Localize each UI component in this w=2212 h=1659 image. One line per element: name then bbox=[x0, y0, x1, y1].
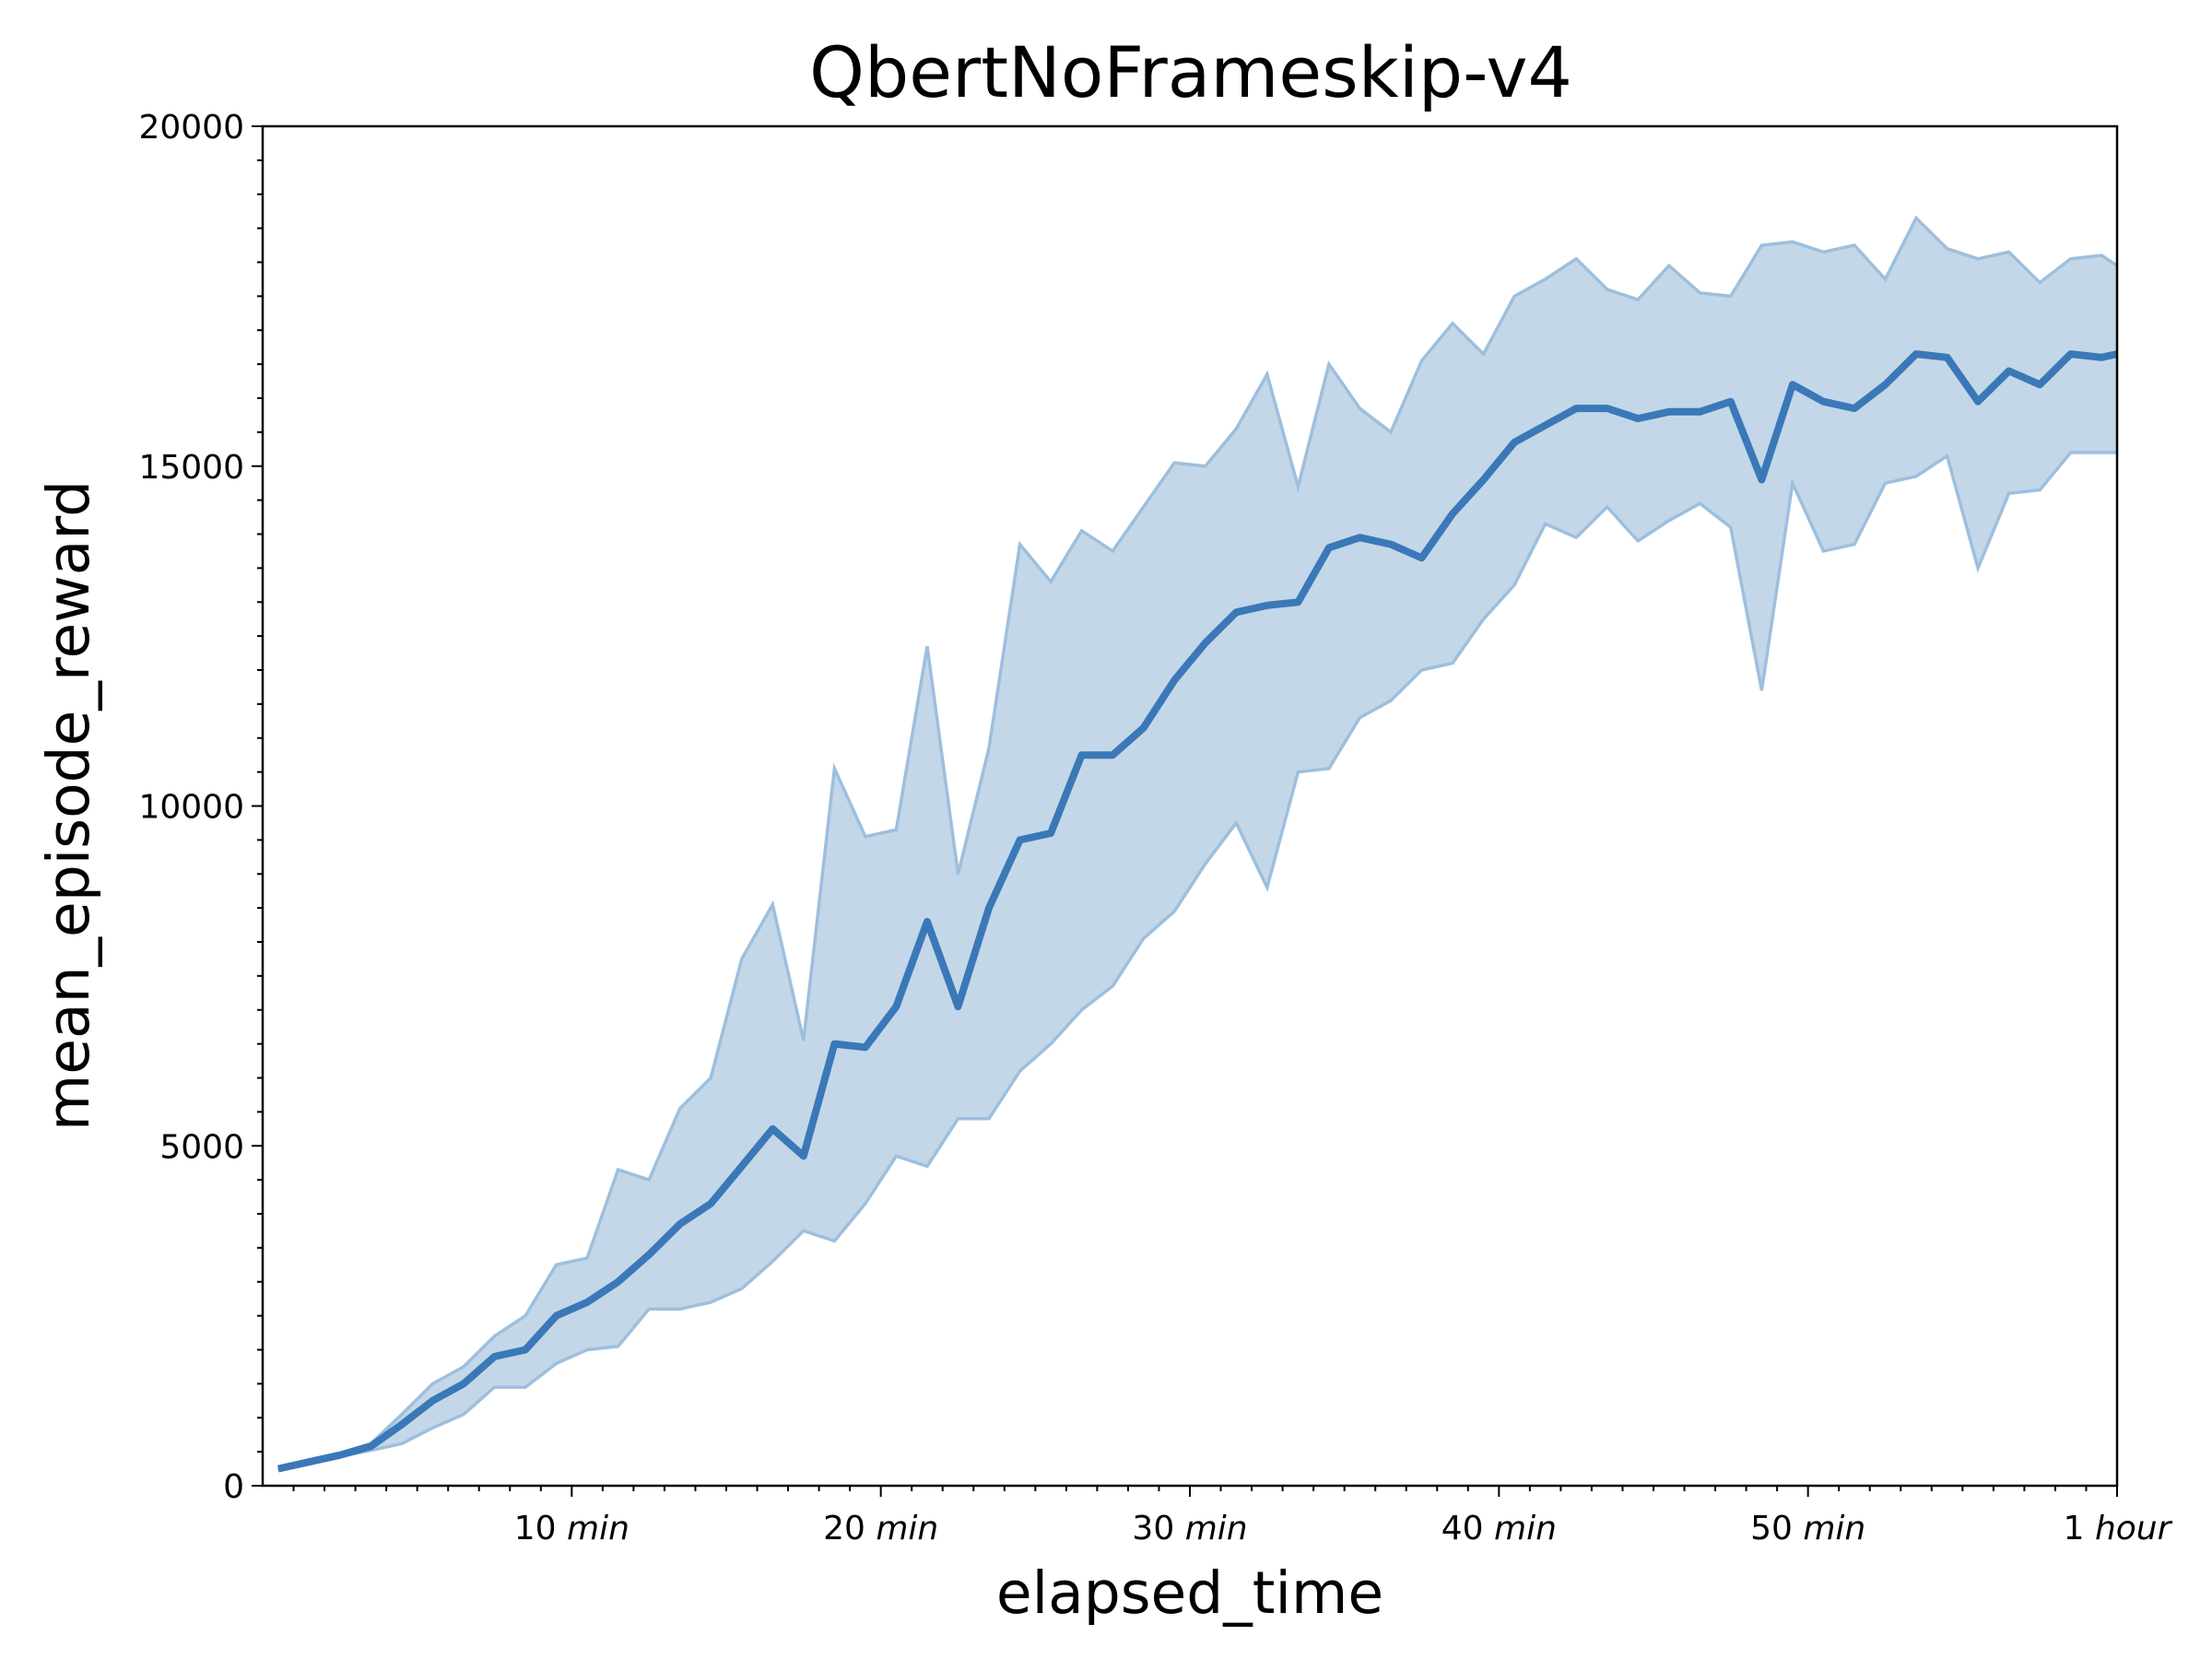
x-tick-label: 10 min bbox=[514, 1510, 629, 1547]
y-tick-label: 5000 bbox=[159, 1128, 244, 1166]
x-axis-label: elapsed_time bbox=[996, 1559, 1383, 1627]
axis-ticks: 0 5000 10000 15000 20000 10 min 20 min 30 min 40… bbox=[138, 109, 2172, 1547]
x-tick-label: 1 hour bbox=[2064, 1510, 2173, 1547]
chart-title: QbertNoFrameskip-v4 bbox=[809, 31, 1572, 113]
y-tick-label: 0 bbox=[223, 1468, 244, 1506]
y-tick-label: 15000 bbox=[138, 449, 244, 487]
y-tick-label: 10000 bbox=[138, 789, 244, 827]
mean-reward-line bbox=[276, 350, 2118, 1473]
upper-bound-line bbox=[277, 215, 2118, 1469]
lower-bound-line bbox=[277, 451, 2117, 1472]
y-tick-label: 20000 bbox=[138, 109, 244, 147]
x-tick-label: 50 min bbox=[1750, 1510, 1865, 1547]
y-axis-label: mean_episode_reward bbox=[35, 480, 102, 1131]
plot-frame bbox=[261, 124, 2119, 1488]
plot-area bbox=[276, 215, 2118, 1473]
x-tick-label: 40 min bbox=[1441, 1510, 1557, 1547]
confidence-band bbox=[277, 218, 2117, 1471]
x-tick-label: 20 min bbox=[823, 1510, 938, 1547]
x-tick-label: 30 min bbox=[1132, 1510, 1247, 1547]
